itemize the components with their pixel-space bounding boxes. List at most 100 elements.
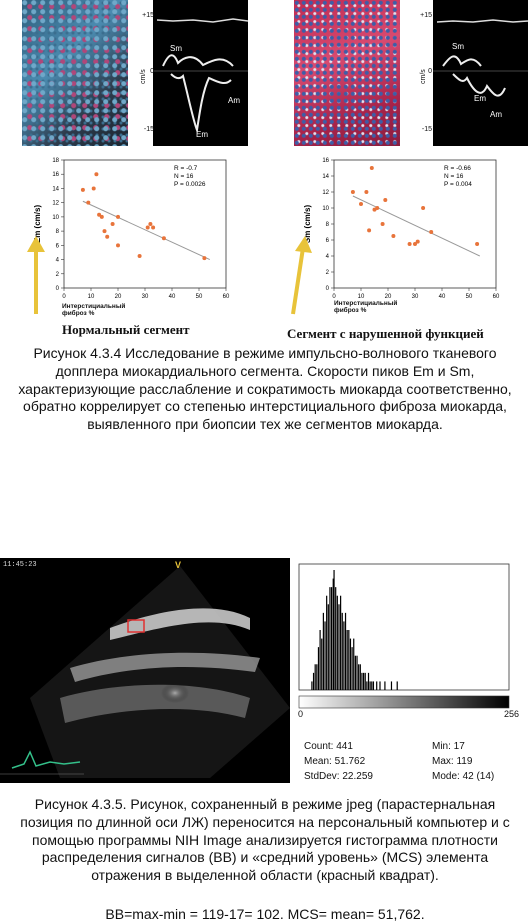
data-point <box>151 225 156 230</box>
data-point <box>383 198 388 202</box>
data-point <box>391 234 396 238</box>
stat-max: Max: 119 <box>432 756 473 767</box>
data-point <box>99 214 104 219</box>
histogram-bar <box>330 587 333 690</box>
doppler-label-em: Em <box>196 130 208 139</box>
histogram-bar <box>336 595 338 690</box>
histogram-bar <box>371 681 373 690</box>
stat-line: P = 0.004 <box>444 181 472 188</box>
echocardiogram-image: 11:45:23 V <box>0 558 290 783</box>
histogram-bar <box>322 612 324 690</box>
y-tick-label: 14 <box>322 174 329 180</box>
data-point <box>350 190 355 194</box>
x-tick-label: 40 <box>439 294 446 300</box>
histogram-bar <box>356 655 358 690</box>
histogram-bar <box>376 681 378 690</box>
figure-caption-4-3-4: Рисунок 4.3.4 Исследование в режиме импу… <box>18 345 512 433</box>
doppler2-tick-bottom: -15 <box>421 126 432 133</box>
data-point <box>116 243 120 248</box>
histogram-bar <box>346 630 348 690</box>
echo-marker: V <box>175 560 182 570</box>
data-point <box>421 206 426 210</box>
stat-count: Count: 441 <box>304 741 353 752</box>
histogram-bar <box>340 595 342 690</box>
y-tick-label: 6 <box>326 238 330 244</box>
histogram-bar <box>353 638 355 690</box>
histogram-bar <box>379 681 381 690</box>
trend-line <box>82 200 211 261</box>
data-point <box>375 206 380 210</box>
histogram-bar <box>372 681 375 690</box>
x-tick-label: 50 <box>196 294 203 300</box>
x-tick-label: 10 <box>358 294 365 300</box>
data-point <box>413 242 417 246</box>
stat-min: Min: 17 <box>432 741 465 752</box>
data-point <box>94 172 99 177</box>
data-point <box>359 202 363 206</box>
y-tick-label: 12 <box>322 190 329 196</box>
data-point <box>105 234 110 239</box>
stat-line: R = -0.7 <box>174 165 198 172</box>
x-tick-label: 30 <box>412 294 419 300</box>
data-point <box>110 222 115 226</box>
y-tick-label: 14 <box>52 186 59 192</box>
histogram-bar <box>317 647 320 690</box>
doppler2-tick-top: +15 <box>420 12 432 19</box>
histogram-bar <box>327 604 329 690</box>
y-tick-label: 10 <box>322 206 329 212</box>
histogram-bar <box>396 681 398 690</box>
histogram-bar <box>362 672 365 690</box>
data-point <box>369 166 374 170</box>
histogram-bar <box>338 604 340 690</box>
data-point <box>429 230 434 234</box>
doppler-tick-bottom: -15 <box>143 126 154 133</box>
doppler2-label-sm: Sm <box>452 42 464 51</box>
fibrosis-axis-label-normal: Интерстициальный фиброз % <box>62 303 126 317</box>
y-tick-label: 2 <box>56 272 60 278</box>
stat-line: P = 0.0026 <box>174 181 206 188</box>
histogram-bar <box>321 638 323 690</box>
data-point <box>148 222 153 226</box>
segment-label-normal: Нормальный сегмент <box>62 322 190 337</box>
doppler-label-am: Am <box>228 96 240 105</box>
x-tick-label: 60 <box>493 294 500 300</box>
y-axis-label: Sm (cm/s) <box>303 205 312 244</box>
x-tick-label: 20 <box>115 294 122 300</box>
trend-line <box>352 195 481 257</box>
histogram-bar <box>324 621 326 690</box>
stat-line: R = -0.66 <box>444 165 471 172</box>
histogram-bar <box>354 655 356 690</box>
figure-caption-4-3-5: Рисунок 4.3.5. Рисунок, сохраненный в ре… <box>20 796 510 884</box>
histogram-bar <box>332 578 334 690</box>
stat-mode: Mode: 42 (14) <box>432 771 495 782</box>
histogram-bar <box>326 595 328 690</box>
grayscale-bar <box>298 695 510 709</box>
data-point <box>116 214 120 219</box>
histogram-bar <box>366 681 368 690</box>
data-point <box>97 212 102 217</box>
histogram-bar <box>335 587 337 690</box>
histogram-bar <box>361 672 363 690</box>
histology-image-normal <box>22 0 128 146</box>
x-tick-label: 0 <box>332 294 336 300</box>
data-point <box>415 239 420 244</box>
histogram-bar <box>329 587 331 690</box>
scatter-chart-normal: 0 10 20 30 40 50 60 0 2 4 6 8 10 12 14 16 18 Em (cm/s) R =… <box>33 158 230 300</box>
stat-mean: Mean: 51.762 <box>304 756 366 767</box>
histogram-bar <box>384 681 386 690</box>
histogram-bar <box>369 681 371 690</box>
segment-label-impaired: Сегмент с нарушенной функцией <box>287 326 484 341</box>
x-tick-label: 30 <box>142 294 149 300</box>
data-point <box>367 228 372 233</box>
x-tick-label: 50 <box>466 294 473 300</box>
x-tick-label: 10 <box>88 294 95 300</box>
doppler-trace-impaired <box>433 0 529 146</box>
y-tick-label: 8 <box>326 222 330 228</box>
data-point <box>202 256 207 261</box>
histogram-bar <box>367 672 370 690</box>
arrow-up-icon <box>27 236 45 314</box>
stat-line: N = 16 <box>444 173 464 180</box>
histogram-bar <box>314 664 316 690</box>
stat-stddev: StdDev: 22.259 <box>304 771 373 782</box>
stat-line: N = 16 <box>174 173 194 180</box>
